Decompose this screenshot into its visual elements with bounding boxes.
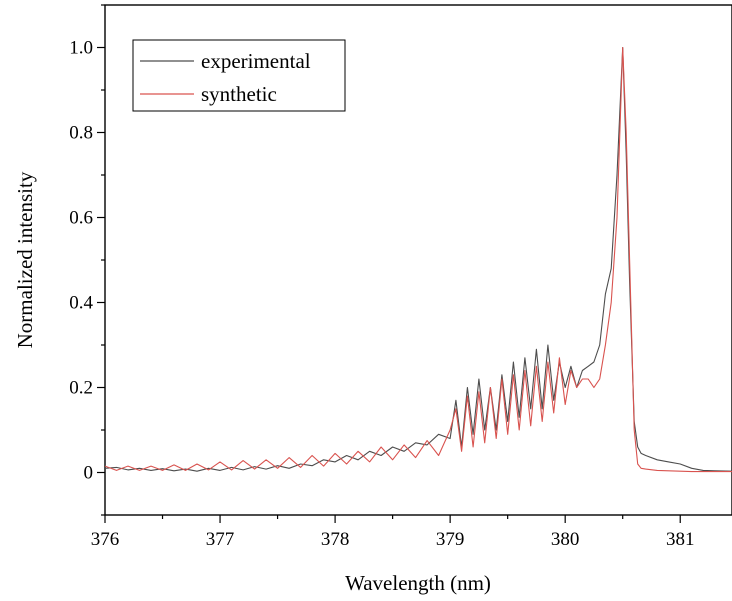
x-tick-label: 380 bbox=[551, 529, 580, 550]
legend-box bbox=[132, 39, 346, 112]
y-tick-label: 0.2 bbox=[69, 378, 93, 399]
x-tick-label: 379 bbox=[436, 529, 465, 550]
y-tick-label: 0.8 bbox=[69, 123, 93, 144]
series-layer bbox=[105, 46, 732, 473]
x-tick-label: 377 bbox=[206, 529, 235, 550]
tick-marks bbox=[97, 4, 681, 523]
legend-label-experimental: experimental bbox=[201, 49, 311, 73]
x-tick-label: 381 bbox=[666, 529, 695, 550]
x-tick-labels: 376 377 378 379 380 381 bbox=[91, 529, 695, 550]
y-tick-labels: 0 0.2 0.4 0.6 0.8 1.0 bbox=[69, 38, 93, 484]
x-tick-label: 378 bbox=[321, 529, 350, 550]
x-tick-label: 376 bbox=[91, 529, 120, 550]
legend-label-synthetic: synthetic bbox=[201, 82, 277, 106]
y-axis-label: Normalized intensity bbox=[13, 171, 37, 348]
y-tick-label: 0 bbox=[84, 463, 94, 484]
series-line-synthetic bbox=[105, 46, 732, 473]
y-tick-label: 1.0 bbox=[69, 38, 93, 59]
series-line-experimental bbox=[105, 46, 732, 472]
y-tick-label: 0.4 bbox=[69, 293, 93, 314]
y-tick-label: 0.6 bbox=[69, 208, 93, 229]
x-axis-label: Wavelength (nm) bbox=[345, 571, 491, 595]
legend: experimental synthetic bbox=[132, 39, 346, 112]
